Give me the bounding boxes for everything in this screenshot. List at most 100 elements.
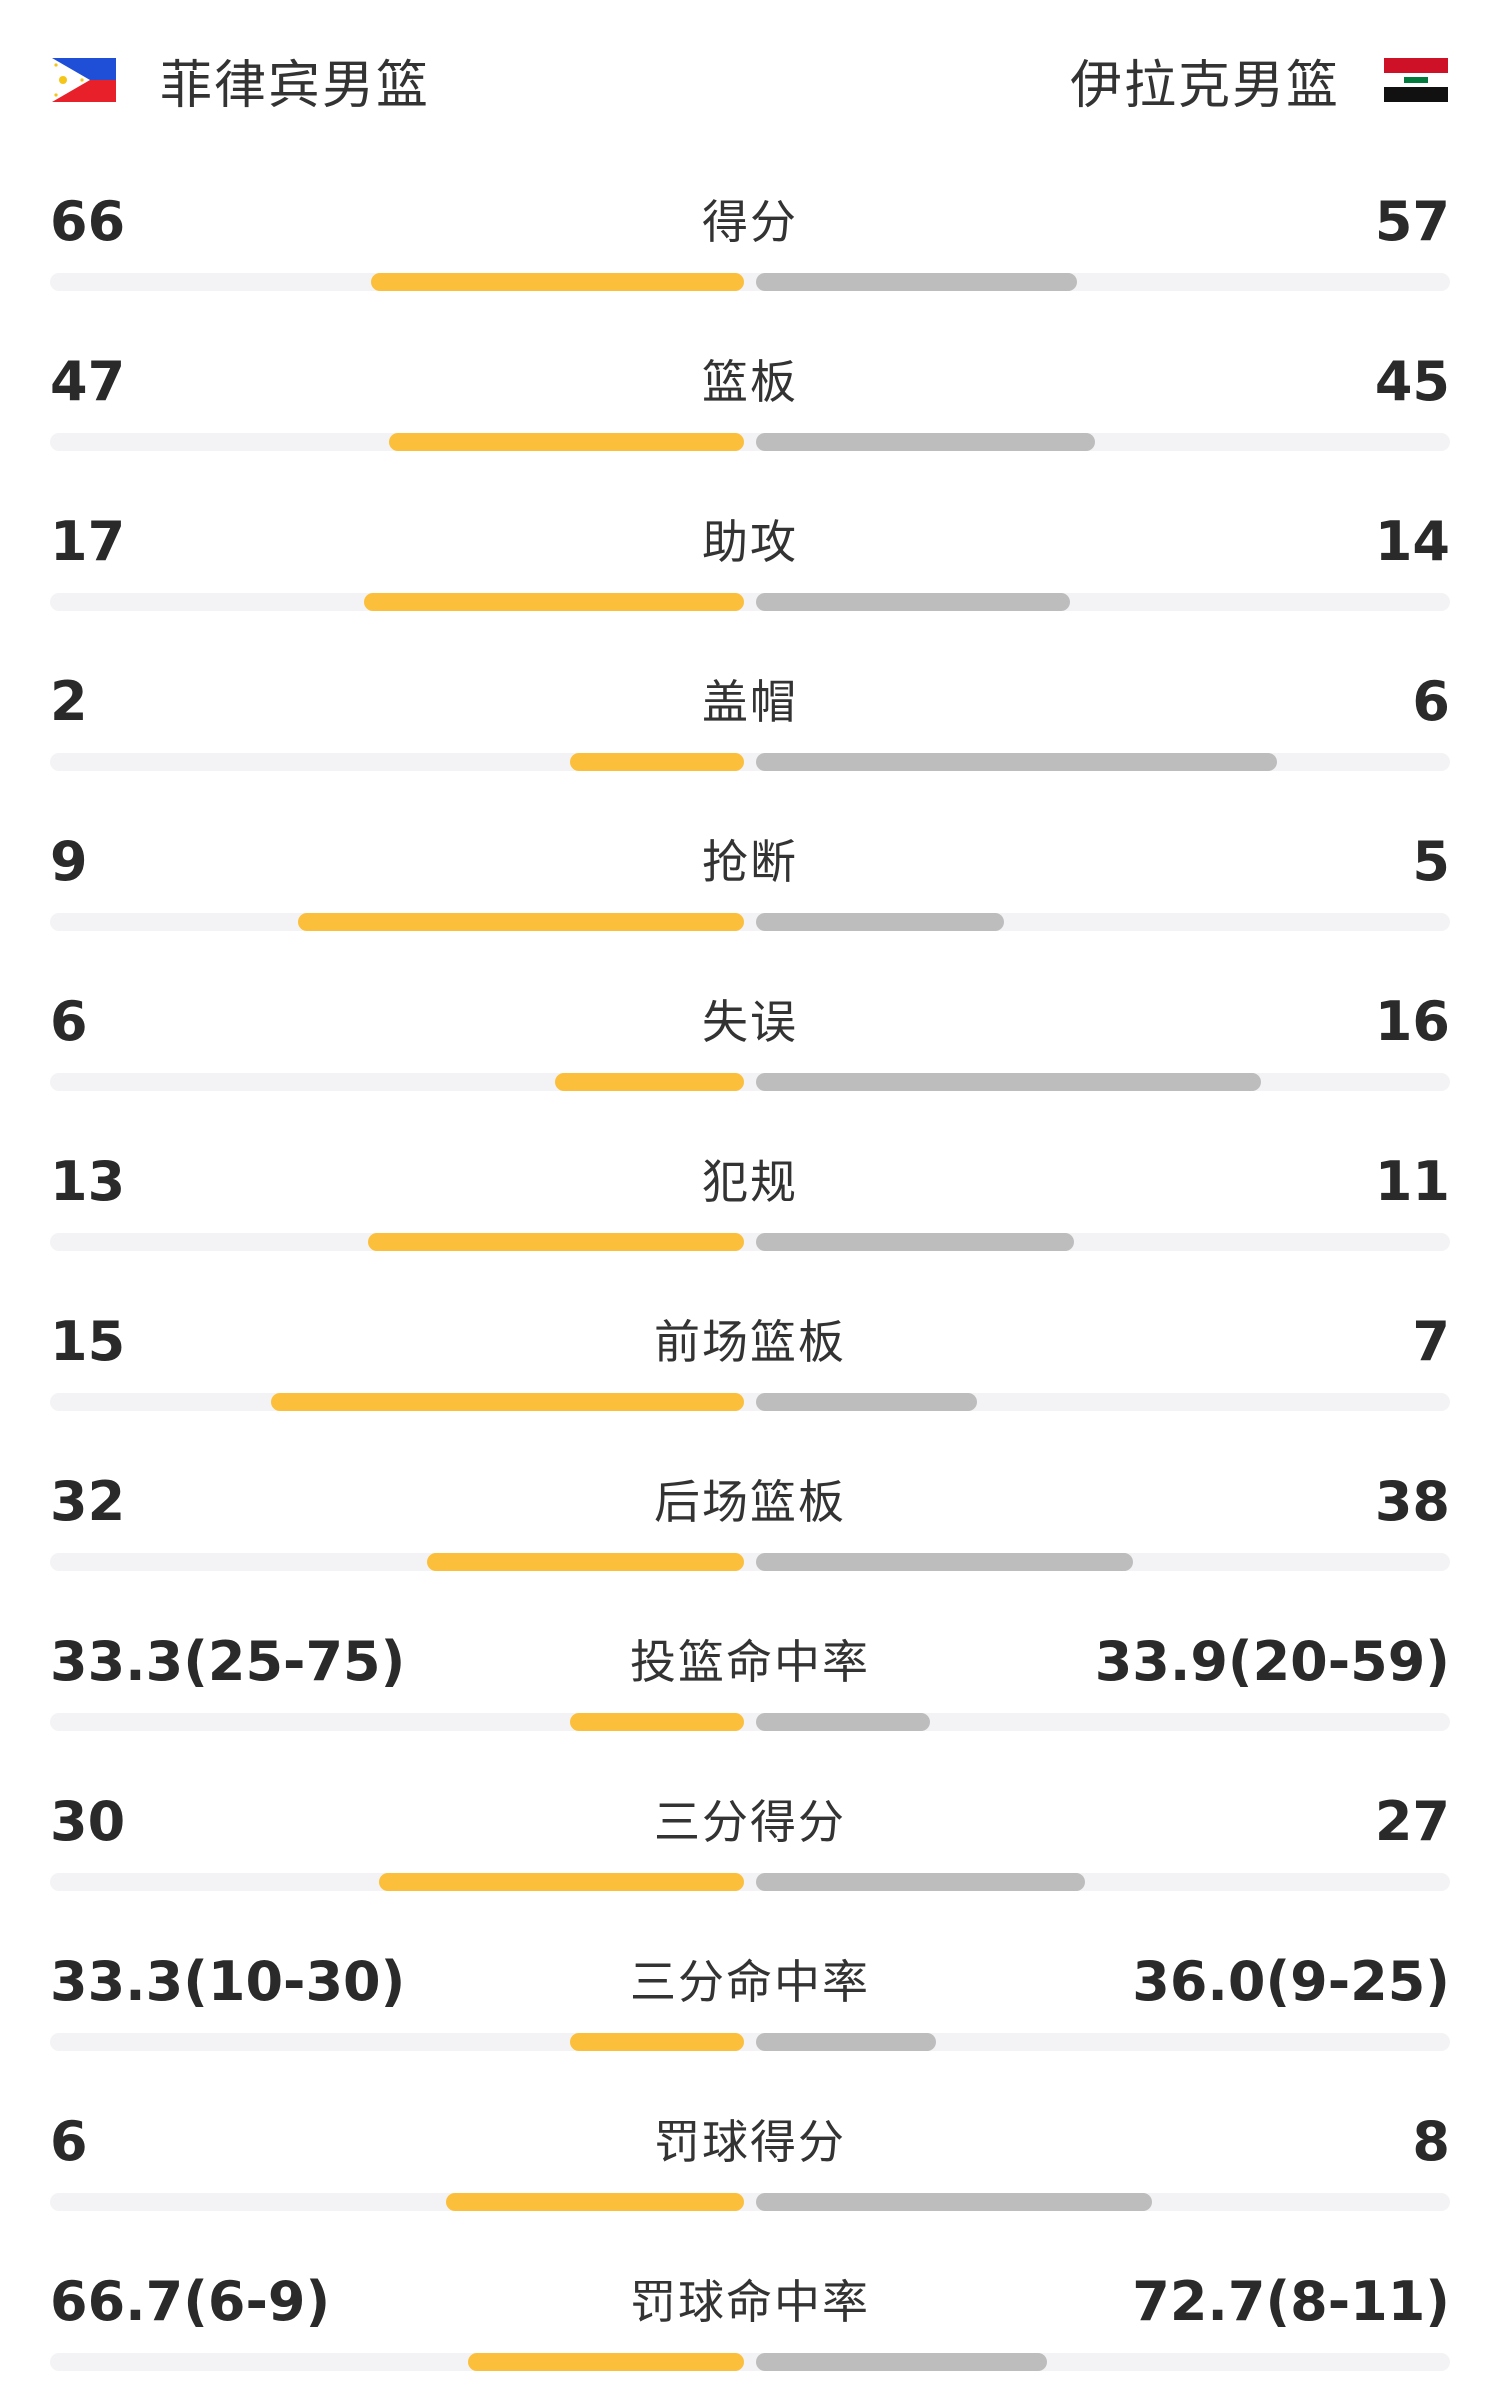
away-stat-value: 45 xyxy=(1374,350,1450,413)
home-stat-bar xyxy=(271,1393,744,1411)
away-stat-value: 8 xyxy=(1412,2110,1450,2173)
away-stat-value: 16 xyxy=(1374,990,1450,1053)
stat-track xyxy=(50,1233,1450,1251)
stat-label: 罚球得分 xyxy=(654,2115,846,2169)
away-stat-bar xyxy=(756,273,1077,291)
iraq-flag-icon xyxy=(1384,58,1448,102)
home-stat-bar xyxy=(379,1873,744,1891)
stat-label: 盖帽 xyxy=(702,675,798,729)
stat-row-free-throw-percentage: 66.7(6-9) 罚球命中率 72.7(8-11) xyxy=(0,2248,1500,2400)
philippines-flag-icon xyxy=(52,58,116,102)
away-stat-bar xyxy=(756,753,1277,771)
away-stat-value: 7 xyxy=(1412,1310,1450,1373)
stat-row-turnovers: 6 失误 16 xyxy=(0,968,1500,1128)
stat-track xyxy=(50,1393,1450,1411)
home-stat-value: 30 xyxy=(50,1790,126,1853)
home-stat-value: 6 xyxy=(50,2110,88,2173)
stat-label: 抢断 xyxy=(702,835,798,889)
home-stat-bar xyxy=(570,1713,744,1731)
team-header: 菲律宾男篮 伊拉克男篮 xyxy=(0,0,1500,160)
home-stat-bar xyxy=(427,1553,744,1571)
stat-row-rebounds: 47 篮板 45 xyxy=(0,328,1500,488)
away-stat-bar xyxy=(756,2353,1047,2371)
stat-track xyxy=(50,2033,1450,2051)
away-stat-value: 72.7(8-11) xyxy=(1132,2270,1450,2333)
away-stat-bar xyxy=(756,1713,930,1731)
away-stat-bar xyxy=(756,1073,1261,1091)
stat-row-three-point-percentage: 33.3(10-30) 三分命中率 36.0(9-25) xyxy=(0,1928,1500,2088)
stat-label: 前场篮板 xyxy=(654,1315,846,1369)
home-stat-bar xyxy=(371,273,744,291)
away-stat-bar xyxy=(756,2193,1152,2211)
stat-label: 罚球命中率 xyxy=(630,2275,870,2329)
stat-track xyxy=(50,2353,1450,2371)
stat-label: 失误 xyxy=(702,995,798,1049)
home-team-name: 菲律宾男篮 xyxy=(160,55,431,116)
home-stat-bar xyxy=(468,2353,744,2371)
home-stat-bar xyxy=(364,593,744,611)
away-stat-bar xyxy=(756,1393,977,1411)
away-team[interactable]: 伊拉克男篮 xyxy=(1070,40,1448,120)
home-stat-value: 33.3(25-75) xyxy=(50,1630,406,1693)
home-stat-value: 13 xyxy=(50,1150,126,1213)
stat-label: 后场篮板 xyxy=(654,1475,846,1529)
home-stat-value: 47 xyxy=(50,350,126,413)
stat-row-points: 66 得分 57 xyxy=(0,168,1500,328)
away-stat-bar xyxy=(756,433,1095,451)
away-stat-bar xyxy=(756,913,1004,931)
home-team[interactable]: 菲律宾男篮 xyxy=(52,40,430,120)
home-stat-bar xyxy=(298,913,744,931)
away-stat-value: 57 xyxy=(1374,190,1450,253)
away-stat-bar xyxy=(756,1873,1085,1891)
home-stat-value: 9 xyxy=(50,830,88,893)
stats-list: 66 得分 57 47 篮板 45 17 助攻 14 2 盖帽 6 9 抢断 5 xyxy=(0,168,1500,2400)
stat-label: 三分命中率 xyxy=(630,1955,870,2009)
stat-track xyxy=(50,433,1450,451)
home-stat-value: 66 xyxy=(50,190,126,253)
stat-label: 篮板 xyxy=(702,355,798,409)
stat-row-fg-percentage: 33.3(25-75) 投篮命中率 33.9(20-59) xyxy=(0,1608,1500,1768)
stat-label: 助攻 xyxy=(702,515,798,569)
home-stat-value: 6 xyxy=(50,990,88,1053)
stat-row-free-throw-points: 6 罚球得分 8 xyxy=(0,2088,1500,2248)
stat-label: 三分得分 xyxy=(654,1795,846,1849)
stat-label: 犯规 xyxy=(702,1155,798,1209)
away-stat-bar xyxy=(756,593,1070,611)
away-stat-bar xyxy=(756,1553,1133,1571)
stat-track xyxy=(50,593,1450,611)
stat-label: 投篮命中率 xyxy=(630,1635,870,1689)
home-stat-bar xyxy=(555,1073,744,1091)
away-stat-value: 36.0(9-25) xyxy=(1132,1950,1450,2013)
away-stat-value: 38 xyxy=(1374,1470,1450,1533)
home-stat-value: 32 xyxy=(50,1470,126,1533)
home-stat-value: 2 xyxy=(50,670,88,733)
stat-track xyxy=(50,1713,1450,1731)
away-stat-value: 14 xyxy=(1374,510,1450,573)
away-stat-bar xyxy=(756,2033,936,2051)
away-stat-value: 27 xyxy=(1374,1790,1450,1853)
stat-label: 得分 xyxy=(702,195,798,249)
home-stat-bar xyxy=(368,1233,744,1251)
stat-row-defensive-rebounds: 32 后场篮板 38 xyxy=(0,1448,1500,1608)
away-stat-value: 5 xyxy=(1412,830,1450,893)
home-stat-value: 17 xyxy=(50,510,126,573)
stat-row-blocks: 2 盖帽 6 xyxy=(0,648,1500,808)
stat-track xyxy=(50,1873,1450,1891)
home-stat-value: 15 xyxy=(50,1310,126,1373)
stat-row-offensive-rebounds: 15 前场篮板 7 xyxy=(0,1288,1500,1448)
away-team-name: 伊拉克男篮 xyxy=(1069,55,1340,116)
away-stat-value: 11 xyxy=(1374,1150,1450,1213)
stat-track xyxy=(50,1553,1450,1571)
home-stat-value: 66.7(6-9) xyxy=(50,2270,331,2333)
stat-track xyxy=(50,913,1450,931)
home-stat-bar xyxy=(570,2033,744,2051)
stat-row-assists: 17 助攻 14 xyxy=(0,488,1500,648)
home-stat-bar xyxy=(389,433,744,451)
away-stat-bar xyxy=(756,1233,1074,1251)
stat-row-steals: 9 抢断 5 xyxy=(0,808,1500,968)
home-stat-bar xyxy=(446,2193,744,2211)
home-stat-value: 33.3(10-30) xyxy=(50,1950,406,2013)
stat-row-fouls: 13 犯规 11 xyxy=(0,1128,1500,1288)
away-stat-value: 33.9(20-59) xyxy=(1094,1630,1450,1693)
stat-track xyxy=(50,273,1450,291)
